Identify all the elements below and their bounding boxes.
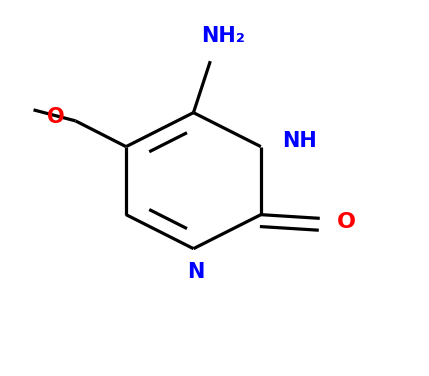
Text: O: O: [48, 107, 65, 127]
Text: NH: NH: [282, 131, 317, 151]
Text: NH₂: NH₂: [201, 26, 245, 47]
Text: N: N: [187, 262, 204, 282]
Text: O: O: [337, 212, 356, 232]
